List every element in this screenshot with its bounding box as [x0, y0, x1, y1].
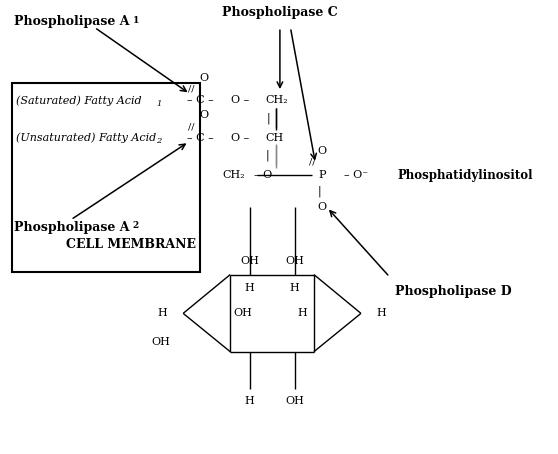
Text: CH: CH — [266, 133, 284, 143]
Text: OH: OH — [234, 308, 253, 318]
Text: P: P — [318, 170, 325, 180]
Text: – C –: – C – — [187, 95, 214, 105]
Text: H: H — [158, 308, 167, 318]
Text: OH: OH — [285, 396, 304, 406]
Text: |: | — [318, 185, 321, 197]
Text: //: // — [188, 85, 194, 94]
Text: O –: O – — [230, 133, 249, 143]
Text: H: H — [245, 283, 254, 293]
Text: H: H — [297, 308, 307, 318]
Text: OH: OH — [285, 256, 304, 266]
Text: Phospholipase C: Phospholipase C — [222, 6, 338, 19]
Text: //: // — [188, 122, 194, 131]
Text: |: | — [266, 149, 269, 161]
Text: O: O — [199, 73, 208, 83]
Text: //: // — [309, 157, 316, 166]
Text: 2: 2 — [132, 221, 139, 230]
Text: (Unsaturated) Fatty Acid: (Unsaturated) Fatty Acid — [16, 133, 156, 143]
Text: |: | — [267, 112, 270, 123]
Text: 1: 1 — [132, 16, 139, 25]
Text: 2: 2 — [156, 137, 161, 145]
Text: Phosphatidylinositol: Phosphatidylinositol — [397, 168, 533, 182]
Text: OH: OH — [151, 337, 170, 347]
Text: O: O — [317, 146, 326, 156]
Text: O: O — [317, 202, 326, 212]
Text: O –: O – — [230, 95, 249, 105]
Text: Phospholipase A: Phospholipase A — [15, 15, 130, 28]
Text: H: H — [290, 283, 300, 293]
Text: CELL MEMBRANE: CELL MEMBRANE — [65, 238, 195, 251]
Text: H: H — [245, 396, 254, 406]
Text: CH₂: CH₂ — [265, 95, 287, 105]
Text: O: O — [199, 110, 208, 120]
Text: OH: OH — [240, 256, 259, 266]
Text: H: H — [377, 308, 386, 318]
Text: – O⁻: – O⁻ — [344, 170, 368, 180]
Text: CH₂: CH₂ — [223, 170, 245, 180]
Text: Phospholipase D: Phospholipase D — [395, 285, 512, 297]
Text: Phospholipase A: Phospholipase A — [15, 221, 130, 234]
Text: (Saturated) Fatty Acid: (Saturated) Fatty Acid — [16, 95, 142, 106]
Text: – O –: – O – — [254, 170, 282, 180]
Text: 1: 1 — [156, 100, 161, 108]
Text: – C –: – C – — [187, 133, 214, 143]
Bar — [12, 83, 200, 272]
